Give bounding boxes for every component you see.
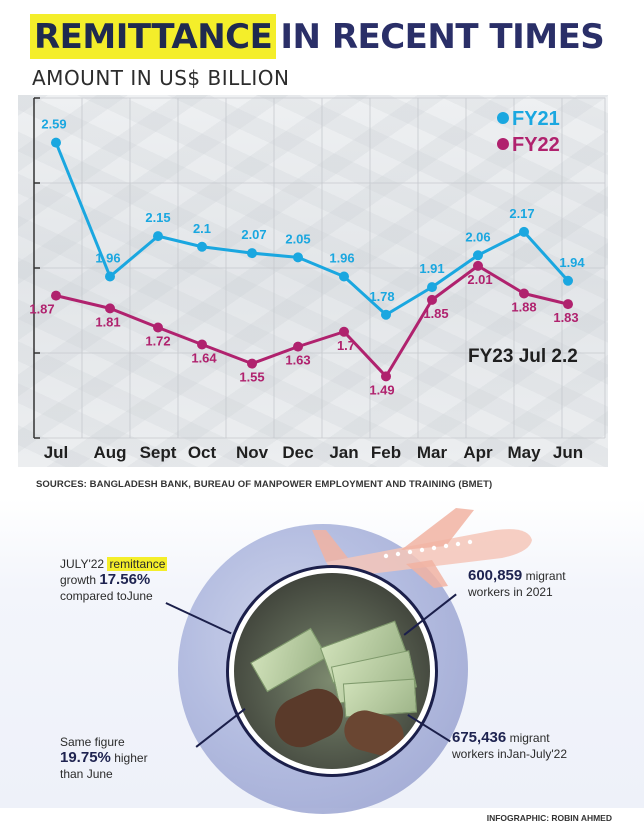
data-label-fy22: 1.72 bbox=[145, 334, 170, 349]
series-line-fy22 bbox=[55, 264, 569, 378]
growth-label: growth bbox=[60, 573, 97, 587]
data-point-fy22 bbox=[519, 288, 529, 299]
same-value: 19.75% bbox=[60, 749, 111, 766]
data-point-fy21 bbox=[247, 248, 257, 259]
data-point-fy22 bbox=[339, 326, 349, 337]
page-title: REMITTANCE IN RECENT TIMES bbox=[30, 14, 630, 64]
same-label: higher bbox=[114, 751, 148, 765]
data-label-fy21: 1.94 bbox=[559, 255, 585, 270]
data-label-fy21: 2.59 bbox=[41, 117, 66, 132]
subtitle: AMOUNT IN US$ BILLION bbox=[32, 66, 290, 90]
title-highlight: REMITTANCE bbox=[30, 14, 277, 59]
data-label-fy21: 1.96 bbox=[95, 251, 120, 266]
data-point-fy22 bbox=[247, 358, 257, 369]
legend-marker-fy21 bbox=[497, 112, 509, 124]
legend-label-fy22: FY22 bbox=[512, 134, 560, 156]
data-point-fy21 bbox=[473, 250, 483, 261]
fy23-annotation: FY23 Jul 2.2 bbox=[468, 346, 578, 367]
line-chart: 2.59 1.96 2.15 2.1 2.07 2.05 1.96 1.78 1.91 2.06 2… bbox=[29, 97, 606, 462]
data-point-fy22 bbox=[563, 299, 573, 310]
x-tick-label: Oct bbox=[188, 443, 217, 462]
data-label-fy21: 2.07 bbox=[241, 227, 266, 242]
data-label-fy22: 2.01 bbox=[467, 272, 492, 287]
data-point-fy21 bbox=[381, 309, 391, 320]
data-point-fy22 bbox=[51, 290, 61, 301]
data-label-fy21: 2.05 bbox=[285, 231, 310, 246]
data-label-fy21: 2.1 bbox=[193, 221, 211, 236]
annotation-workers-2021: 600,859 migrant workers in 2021 bbox=[468, 568, 566, 600]
data-label-fy21: 2.06 bbox=[465, 229, 490, 244]
x-tick-label: Nov bbox=[236, 443, 269, 462]
data-point-fy21 bbox=[519, 226, 529, 237]
workers-janjul-label: migrant bbox=[509, 731, 550, 745]
x-tick-label: Dec bbox=[282, 443, 313, 462]
data-label-fy22: 1.83 bbox=[553, 310, 578, 325]
data-point-fy21 bbox=[197, 241, 207, 252]
sources-note: SOURCES: BANGLADESH BANK, BUREAU OF MANP… bbox=[36, 479, 493, 490]
data-label-fy22: 1.88 bbox=[511, 300, 536, 315]
growth-prefix: JULY'22 bbox=[60, 557, 105, 571]
annotation-same-figure: Same figure 19.75% higher than June bbox=[60, 734, 148, 782]
data-point-fy22 bbox=[153, 322, 163, 333]
data-point-fy21 bbox=[51, 137, 61, 148]
data-label-fy21: 1.96 bbox=[329, 251, 354, 266]
growth-line3: compared toJune bbox=[60, 589, 153, 603]
data-point-fy21 bbox=[339, 271, 349, 282]
data-label-fy21: 2.17 bbox=[509, 206, 534, 221]
data-label-fy22: 1.85 bbox=[423, 306, 448, 321]
annotation-growth: JULY'22 remittance growth 17.56% compare… bbox=[60, 556, 168, 604]
data-point-fy22 bbox=[473, 260, 483, 271]
data-point-fy21 bbox=[153, 231, 163, 242]
money-exchange-photo bbox=[234, 573, 430, 769]
legend-marker-fy22 bbox=[497, 138, 509, 150]
x-tick-label: Jan bbox=[329, 443, 358, 462]
workers-2021-line2: workers in 2021 bbox=[468, 585, 553, 599]
x-tick-label: Mar bbox=[417, 443, 448, 462]
x-tick-label: May bbox=[507, 443, 541, 462]
chart-background bbox=[18, 95, 608, 467]
workers-janjul-value: 675,436 bbox=[452, 729, 507, 746]
data-label-fy22: 1.63 bbox=[285, 353, 310, 368]
same-line3: than June bbox=[60, 767, 113, 781]
x-tick-label: Feb bbox=[371, 443, 401, 462]
workers-janjul-line2: workers inJan-July'22 bbox=[452, 747, 568, 761]
data-label-fy22: 1.81 bbox=[95, 314, 120, 329]
growth-highlight: remittance bbox=[107, 557, 168, 571]
data-label-fy22: 1.64 bbox=[191, 351, 217, 366]
airplane-icon bbox=[312, 508, 532, 588]
data-label-fy21: 1.91 bbox=[419, 261, 444, 276]
annotation-workers-janjul: 675,436 migrant workers inJan-July'22 bbox=[452, 730, 567, 762]
data-point-fy22 bbox=[197, 339, 207, 350]
growth-value: 17.56% bbox=[99, 571, 151, 588]
workers-2021-label: migrant bbox=[525, 569, 566, 583]
data-point-fy22 bbox=[381, 371, 391, 382]
data-point-fy22 bbox=[105, 303, 115, 314]
data-label-fy22: 1.49 bbox=[369, 382, 394, 397]
x-tick-label: Aug bbox=[93, 443, 126, 462]
same-line1: Same figure bbox=[60, 735, 125, 749]
credit: INFOGRAPHIC: ROBIN AHMED bbox=[486, 813, 612, 823]
title-rest: IN RECENT TIMES bbox=[280, 17, 605, 57]
data-label-fy21: 2.15 bbox=[145, 210, 170, 225]
data-point-fy21 bbox=[293, 252, 303, 263]
data-label-fy22: 1.87 bbox=[29, 302, 54, 317]
x-tick-label: Jul bbox=[44, 443, 69, 462]
data-label-fy22: 1.7 bbox=[337, 338, 355, 353]
data-label-fy21: 1.78 bbox=[369, 289, 394, 304]
data-point-fy21 bbox=[563, 275, 573, 286]
series-line-fy21 bbox=[54, 142, 570, 317]
data-point-fy21 bbox=[105, 271, 115, 282]
data-point-fy22 bbox=[427, 294, 437, 305]
x-tick-label: Jun bbox=[553, 443, 583, 462]
legend-label-fy21: FY21 bbox=[512, 108, 560, 130]
workers-2021-value: 600,859 bbox=[468, 567, 523, 584]
data-point-fy22 bbox=[293, 341, 303, 352]
data-point-fy21 bbox=[427, 282, 437, 293]
x-tick-label: Sept bbox=[140, 443, 177, 462]
data-label-fy22: 1.55 bbox=[239, 370, 264, 385]
x-tick-label: Apr bbox=[463, 443, 493, 462]
